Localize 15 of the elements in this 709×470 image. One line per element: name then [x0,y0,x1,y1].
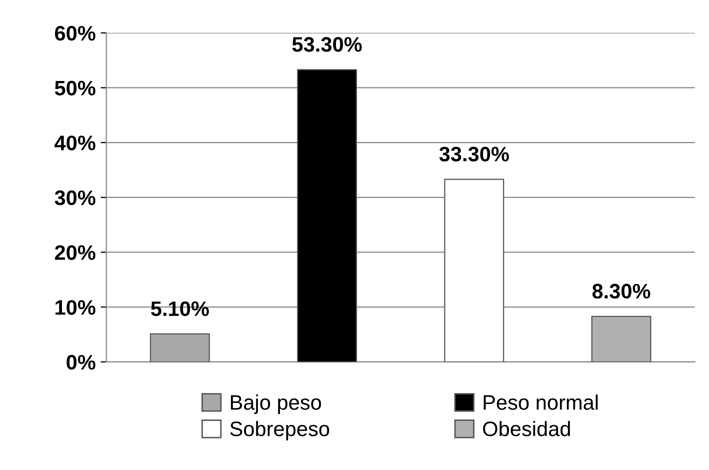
y-tick-label: 30% [54,190,96,206]
legend-label: Bajo peso [230,394,322,414]
data-label: 33.30% [439,146,509,162]
y-tick-label: 50% [54,80,96,96]
y-tick-label: 60% [55,26,96,41]
data-label: 8.30% [592,284,650,299]
y-tick-label: 0% [66,354,96,370]
data-label: 5.10% [151,301,209,316]
data-label: 53.30% [292,37,362,52]
y-tick-label: 20% [54,245,96,260]
y-tick-label: 40% [54,136,96,150]
y-tick-label: 10% [56,300,96,315]
legend-label: Obesidad [483,420,570,436]
legend-label: Peso normal [484,394,598,410]
legend-label: Sobrepeso [230,420,330,440]
